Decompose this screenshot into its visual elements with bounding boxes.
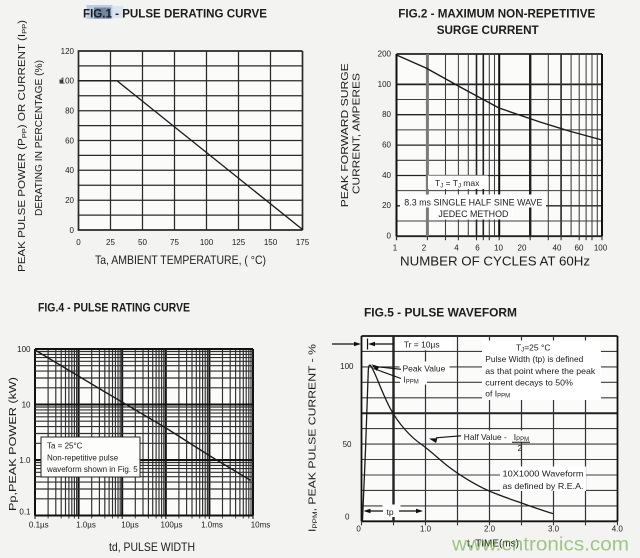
svg-text:www.cntronics.com: www.cntronics.com: [451, 534, 629, 556]
svg-text:200: 200: [378, 49, 392, 58]
svg-text:CURRENT, AMPERES: CURRENT, AMPERES: [352, 73, 363, 194]
svg-text:125: 125: [232, 238, 246, 247]
svg-text:DERATING IN PERCENTAGE (%): DERATING IN PERCENTAGE (%): [34, 60, 45, 216]
svg-text:120: 120: [61, 47, 75, 56]
svg-text:10ms: 10ms: [251, 521, 271, 530]
svg-text:100: 100: [340, 362, 354, 371]
svg-text:10X1000 Waveform: 10X1000 Waveform: [503, 468, 584, 478]
svg-text:PEAK FORWARD SURGE: PEAK FORWARD SURGE: [340, 63, 351, 207]
svg-text:1.0µs: 1.0µs: [76, 521, 96, 530]
svg-text:10: 10: [22, 400, 31, 409]
svg-text:FIG.4 - PULSE RATING CURVE: FIG.4 - PULSE RATING CURVE: [38, 303, 190, 315]
svg-text:0: 0: [345, 513, 350, 522]
svg-text:150: 150: [264, 238, 278, 247]
svg-text:0.1µs: 0.1µs: [29, 521, 49, 530]
svg-text:100: 100: [200, 238, 214, 247]
svg-text:0: 0: [356, 525, 361, 534]
svg-text:IPPM: IPPM: [404, 376, 419, 386]
svg-text:40: 40: [65, 166, 74, 175]
svg-text:50: 50: [138, 238, 147, 247]
svg-text:20: 20: [518, 244, 527, 253]
svg-text:2: 2: [518, 443, 523, 453]
svg-text:100: 100: [378, 80, 392, 89]
svg-text:FIG.5 - PULSE WAVEFORM: FIG.5 - PULSE WAVEFORM: [364, 308, 517, 320]
svg-text:80: 80: [382, 110, 391, 119]
svg-text:as defined by R.E.A.: as defined by R.E.A.: [503, 481, 584, 491]
svg-text:0: 0: [76, 238, 81, 247]
svg-text:50: 50: [343, 440, 352, 449]
svg-text:10: 10: [494, 244, 503, 253]
svg-text:TJ=25 °C: TJ=25 °C: [516, 342, 551, 353]
svg-text:0: 0: [70, 226, 75, 235]
svg-text:4.0: 4.0: [612, 525, 624, 534]
svg-text:1.0ms: 1.0ms: [201, 521, 223, 530]
svg-text:25: 25: [106, 238, 115, 247]
svg-text:40: 40: [553, 244, 562, 253]
svg-text:td, PULSE WIDTH: td, PULSE WIDTH: [109, 540, 195, 554]
svg-text:1.0: 1.0: [19, 456, 31, 465]
svg-text:waveform shown in Fig. 5: waveform shown in Fig. 5: [46, 465, 138, 474]
svg-text:1.0: 1.0: [420, 525, 432, 534]
svg-text:60: 60: [65, 136, 74, 145]
svg-text:100: 100: [17, 345, 31, 354]
svg-text:20: 20: [65, 196, 74, 205]
svg-text:4: 4: [454, 244, 459, 253]
svg-text:3.0: 3.0: [548, 525, 560, 534]
svg-text:tp: tp: [387, 507, 394, 517]
svg-text:6: 6: [475, 244, 480, 253]
svg-text:0: 0: [387, 232, 392, 241]
svg-text:Pp,PEAK POWER (kW): Pp,PEAK POWER (kW): [8, 377, 19, 511]
svg-text:2.0: 2.0: [484, 525, 496, 534]
svg-text:Ta, AMBIENT TEMPERATURE, ( °C): Ta, AMBIENT TEMPERATURE, ( °C): [95, 253, 266, 267]
svg-text:IPPM, PEAK PULSE CURRENT - %: IPPM, PEAK PULSE CURRENT - %: [307, 344, 319, 532]
svg-text:8.3 ms SINGLE HALF SINE WAVE: 8.3 ms SINGLE HALF SINE WAVE: [404, 198, 542, 208]
svg-text:100: 100: [61, 77, 75, 86]
svg-text:IPPM: IPPM: [514, 432, 529, 443]
svg-text:FIG.2 - MAXIMUM NON-REPETITIVE: FIG.2 - MAXIMUM NON-REPETITIVE: [398, 7, 595, 21]
svg-text:2: 2: [422, 244, 427, 253]
svg-text:80: 80: [65, 106, 74, 115]
svg-text:0.1: 0.1: [19, 508, 31, 517]
svg-text:40: 40: [382, 171, 391, 180]
svg-text:t, TIME(ms): t, TIME(ms): [467, 538, 519, 550]
svg-text:TJ = TJ max: TJ = TJ max: [435, 178, 480, 190]
svg-text:100µs: 100µs: [161, 521, 183, 530]
svg-text:of IPPM: of IPPM: [485, 389, 510, 400]
svg-text:Half Value -: Half Value -: [464, 432, 507, 442]
svg-text:current decays to 50%: current decays to 50%: [485, 377, 573, 387]
svg-text:Non-repetitive pulse: Non-repetitive pulse: [47, 454, 119, 463]
svg-text:JEDEC METHOD: JEDEC METHOD: [438, 209, 508, 219]
svg-text:Tr = 10µs: Tr = 10µs: [404, 339, 440, 349]
svg-text:10µs: 10µs: [121, 521, 139, 530]
svg-text:as that point where the peak: as that point where the peak: [485, 366, 596, 376]
svg-text:NUMBER OF CYCLES AT 60Hz: NUMBER OF CYCLES AT 60Hz: [400, 255, 590, 269]
svg-text:Peak Value: Peak Value: [403, 363, 446, 373]
svg-text:SURGE CURRENT: SURGE CURRENT: [437, 23, 540, 37]
svg-text:PEAK PULSE POWER (PPP) OR CURR: PEAK PULSE POWER (PPP) OR CURRENT (IPP): [17, 20, 29, 272]
svg-text:20: 20: [382, 201, 391, 210]
svg-text:75: 75: [170, 238, 179, 247]
svg-text:60: 60: [575, 244, 584, 253]
svg-text:FIG.1 - PULSE DERATING CURVE: FIG.1 - PULSE DERATING CURVE: [83, 7, 267, 21]
svg-text:175: 175: [296, 238, 310, 247]
svg-text:100: 100: [594, 244, 608, 253]
svg-text:60: 60: [382, 141, 391, 150]
svg-text:Ta = 25°C: Ta = 25°C: [47, 442, 83, 451]
svg-text:1: 1: [393, 244, 398, 253]
svg-text:Pulse Width (tp) is defined: Pulse Width (tp) is defined: [485, 354, 583, 364]
